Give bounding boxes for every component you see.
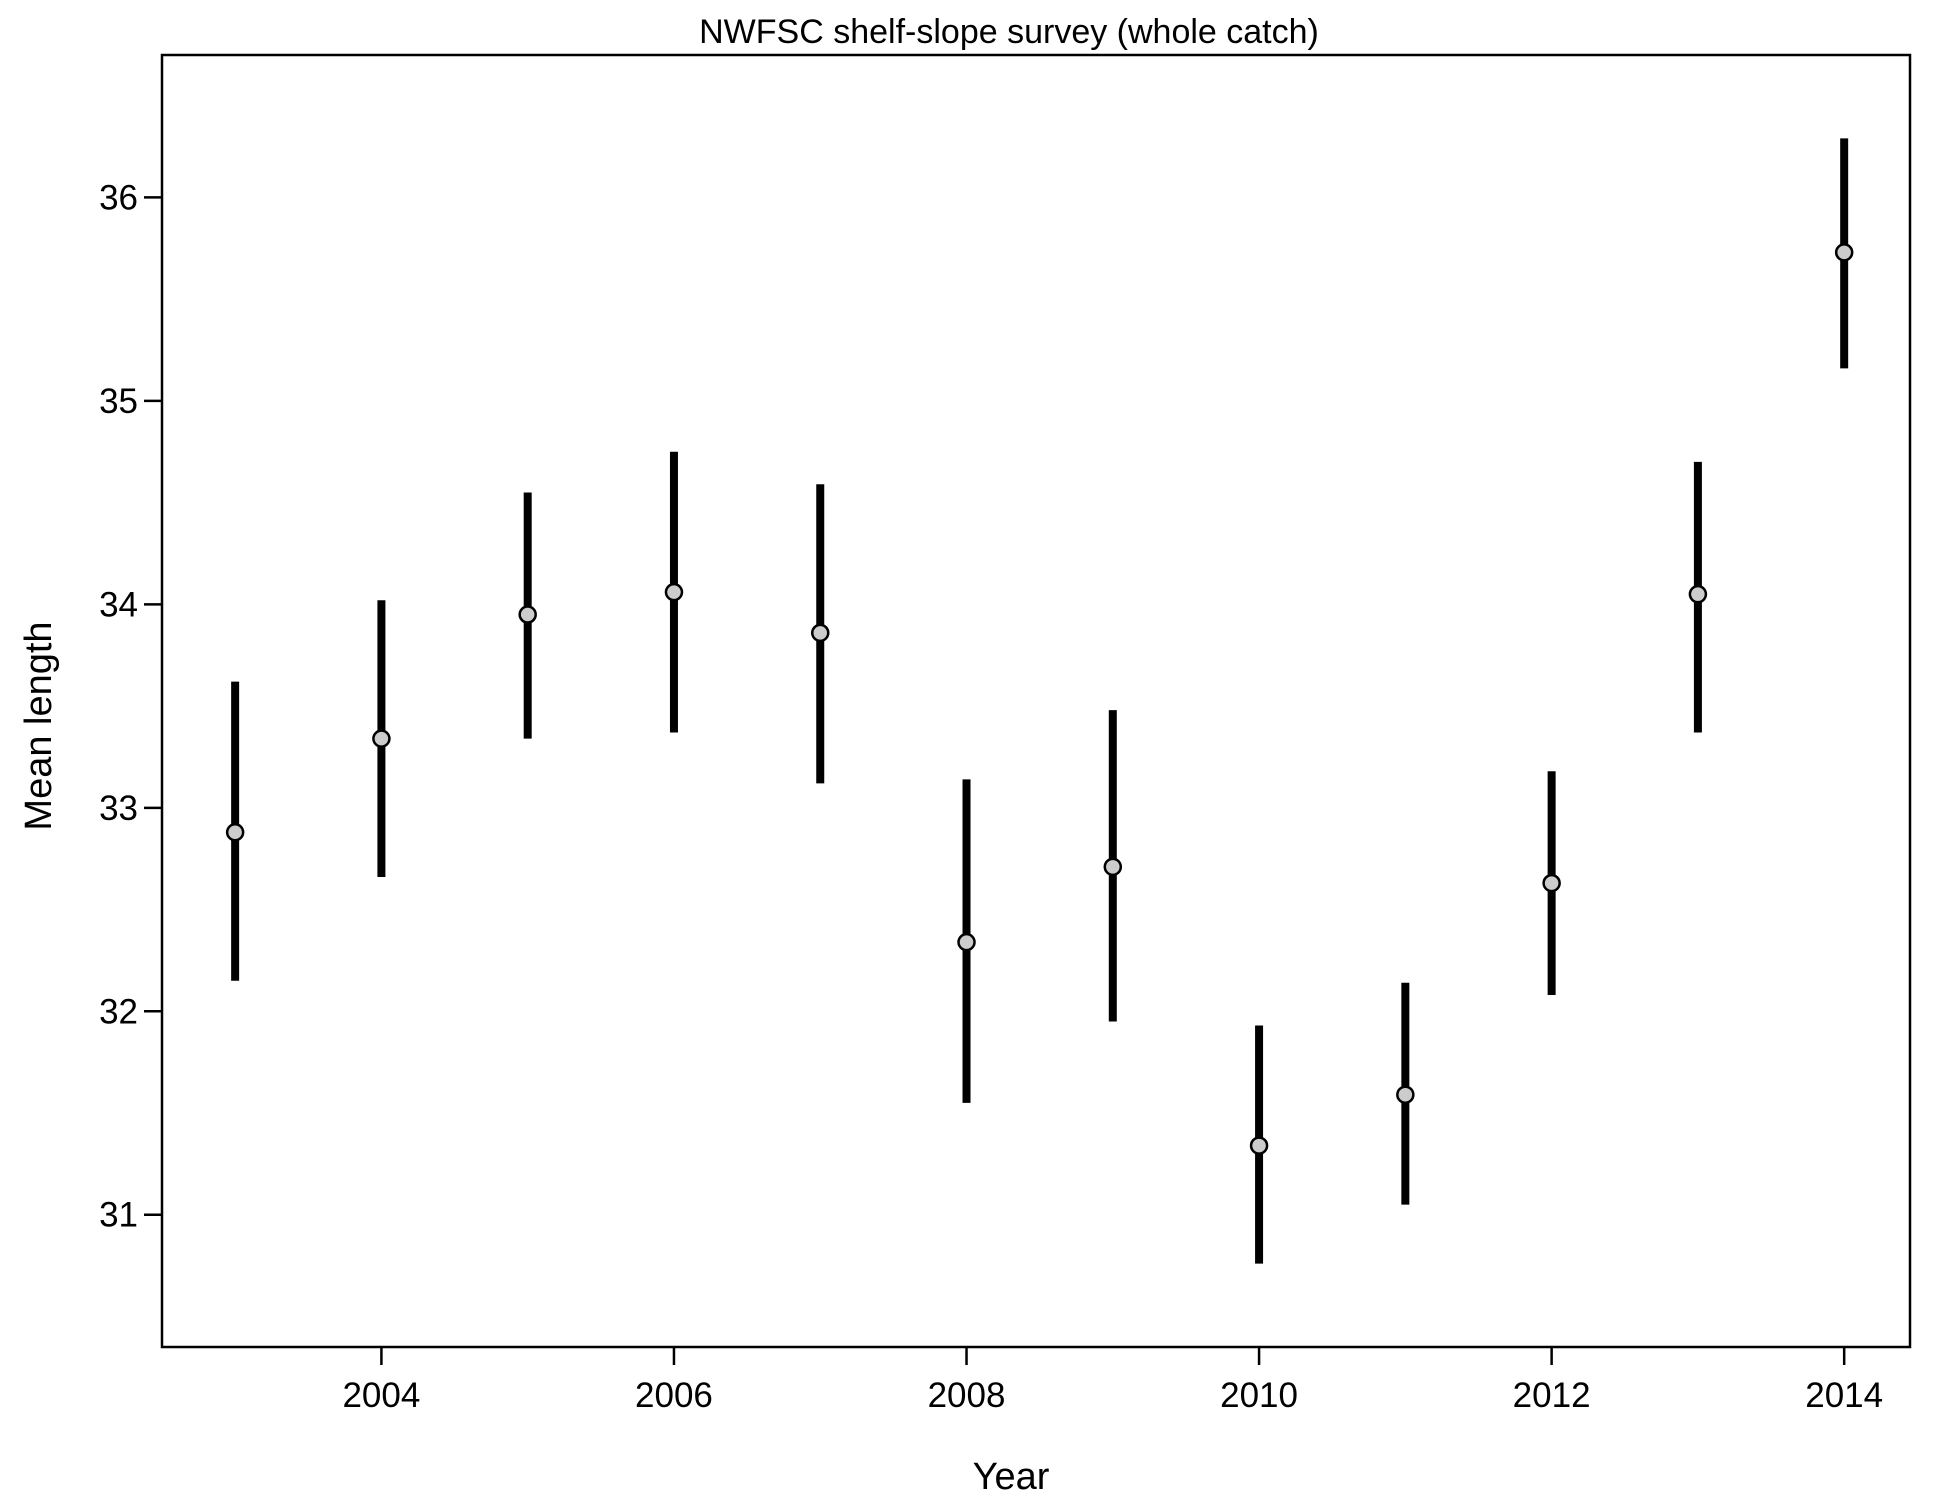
- y-axis-label: Mean length: [18, 621, 60, 830]
- x-tick-label-2006: 2006: [635, 1376, 713, 1415]
- y-tick-label-34: 34: [99, 585, 138, 624]
- data-point-2008: [957, 932, 976, 952]
- y-tick-label-32: 32: [99, 992, 138, 1031]
- data-points: [225, 243, 1854, 1155]
- y-tick-label-31: 31: [99, 1196, 138, 1235]
- y-tick-label-35: 35: [99, 382, 138, 421]
- data-point-2012: [1542, 873, 1561, 893]
- data-point-2009: [1103, 857, 1123, 877]
- y-tick-label-36: 36: [99, 178, 138, 217]
- data-point-2006: [664, 582, 684, 602]
- data-point-2007: [810, 623, 830, 643]
- data-point-2005: [518, 605, 537, 624]
- y-axis: 31 32 33 34 35 36: [99, 178, 162, 1235]
- x-axis: 2004 2006 2008 2010 2012 2014: [342, 1347, 1883, 1415]
- x-tick-label-2012: 2012: [1513, 1376, 1591, 1415]
- chart-title: NWFSC shelf-slope survey (whole catch): [699, 13, 1319, 51]
- data-point-2010: [1249, 1136, 1269, 1155]
- x-tick-label-2014: 2014: [1805, 1376, 1883, 1415]
- x-tick-label-2004: 2004: [342, 1376, 420, 1415]
- data-point-2011: [1396, 1085, 1415, 1104]
- data-point-2003: [225, 822, 245, 842]
- data-point-2014: [1834, 243, 1854, 262]
- data-point-2013: [1688, 584, 1708, 604]
- y-tick-label-33: 33: [99, 789, 138, 828]
- plot-frame: [160, 53, 1912, 1349]
- x-tick-label-2008: 2008: [928, 1376, 1006, 1415]
- error-bars: [231, 138, 1849, 1264]
- data-point-2004: [372, 729, 391, 748]
- x-tick-label-2010: 2010: [1220, 1376, 1298, 1415]
- x-axis-label: Year: [973, 1456, 1050, 1498]
